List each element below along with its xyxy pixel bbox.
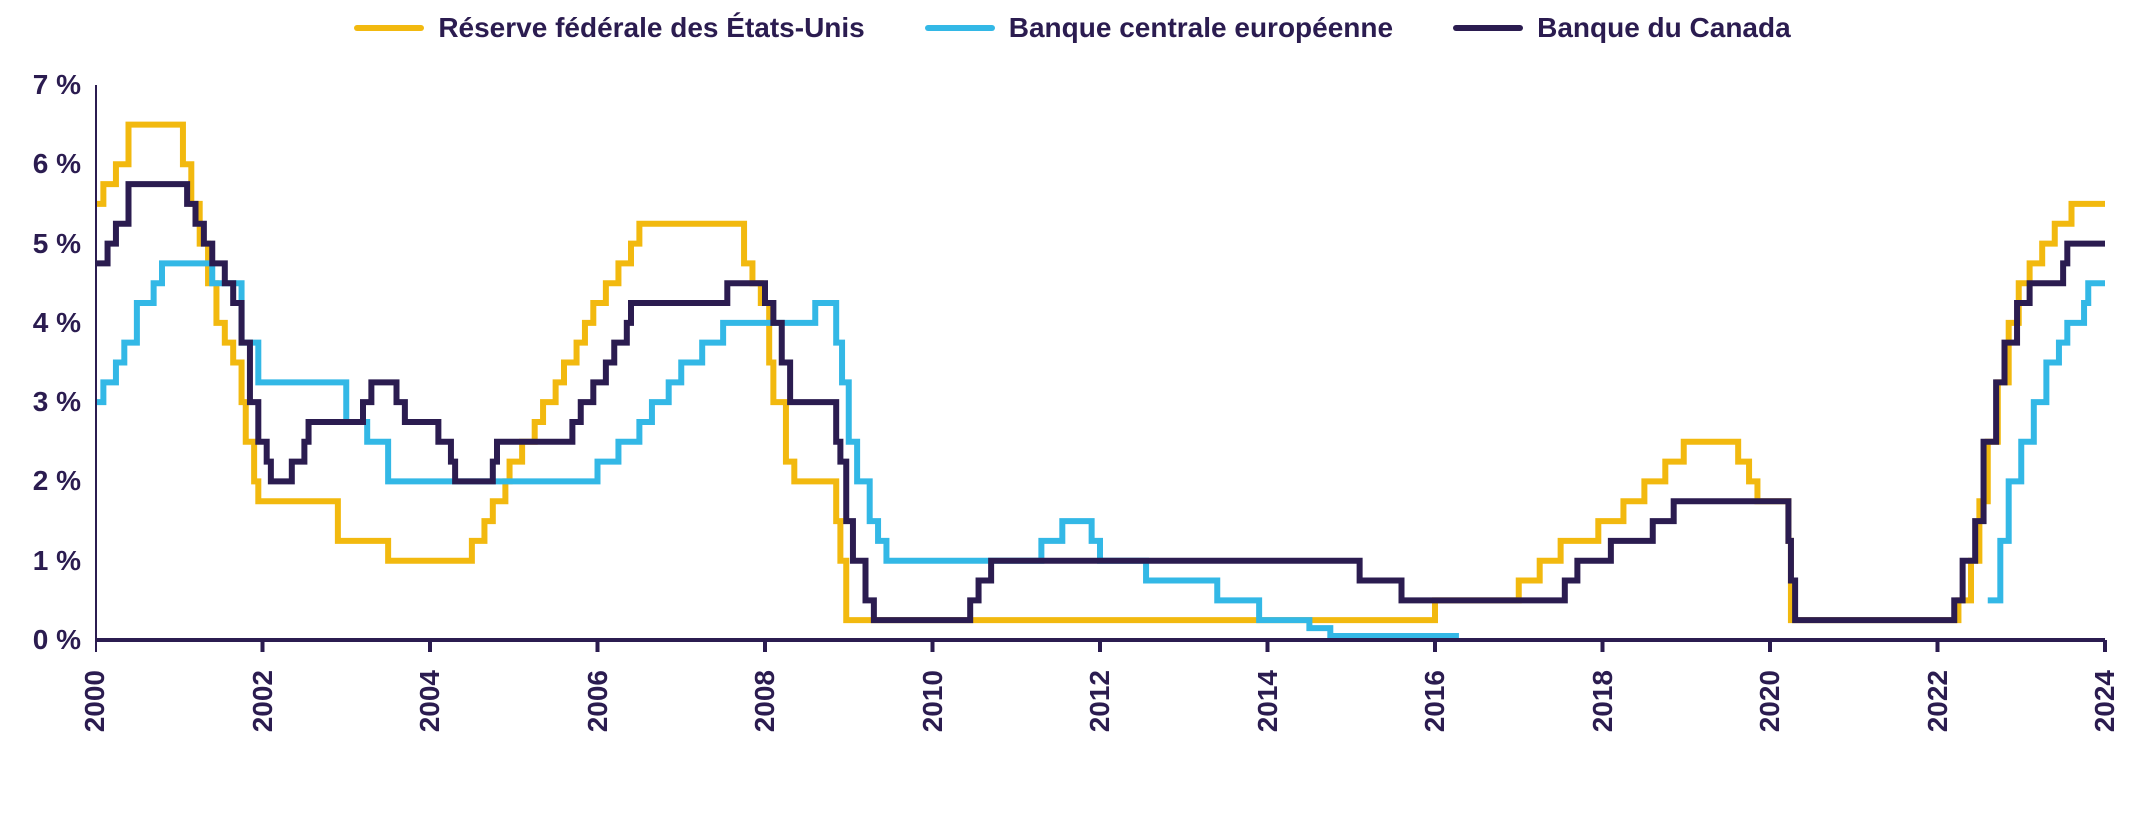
- x-axis-label: 2000: [79, 670, 111, 732]
- x-axis-label: 2002: [247, 670, 279, 732]
- y-axis-label: 1 %: [0, 545, 81, 577]
- x-axis-label: 2018: [1587, 670, 1619, 732]
- y-axis-label: 2 %: [0, 465, 81, 497]
- legend-swatch: [354, 25, 424, 31]
- legend-label: Banque centrale européenne: [1009, 12, 1393, 44]
- plot-area: [95, 85, 2107, 654]
- legend-label: Réserve fédérale des États-Unis: [438, 12, 864, 44]
- legend-label: Banque du Canada: [1537, 12, 1791, 44]
- y-axis-label: 6 %: [0, 148, 81, 180]
- x-axis-label: 2008: [749, 670, 781, 732]
- central-bank-rates-chart: Réserve fédérale des États-Unis Banque ce…: [0, 0, 2145, 825]
- x-axis-label: 2024: [2089, 670, 2121, 732]
- x-axis-label: 2010: [917, 670, 949, 732]
- y-axis-label: 0 %: [0, 624, 81, 656]
- series-line: [95, 263, 2105, 640]
- x-axis-label: 2004: [414, 670, 446, 732]
- x-axis-label: 2012: [1084, 670, 1116, 732]
- y-axis-label: 7 %: [0, 69, 81, 101]
- legend: Réserve fédérale des États-Unis Banque ce…: [0, 12, 2145, 44]
- x-axis-label: 2016: [1419, 670, 1451, 732]
- legend-item: Banque centrale européenne: [925, 12, 1393, 44]
- x-axis-label: 2020: [1754, 670, 1786, 732]
- x-axis-label: 2006: [582, 670, 614, 732]
- legend-swatch: [1453, 25, 1523, 31]
- legend-swatch: [925, 25, 995, 31]
- y-axis-label: 3 %: [0, 386, 81, 418]
- y-axis-label: 5 %: [0, 228, 81, 260]
- x-axis-label: 2022: [1922, 670, 1954, 732]
- legend-item: Banque du Canada: [1453, 12, 1791, 44]
- x-axis-label: 2014: [1252, 670, 1284, 732]
- legend-item: Réserve fédérale des États-Unis: [354, 12, 864, 44]
- y-axis-label: 4 %: [0, 307, 81, 339]
